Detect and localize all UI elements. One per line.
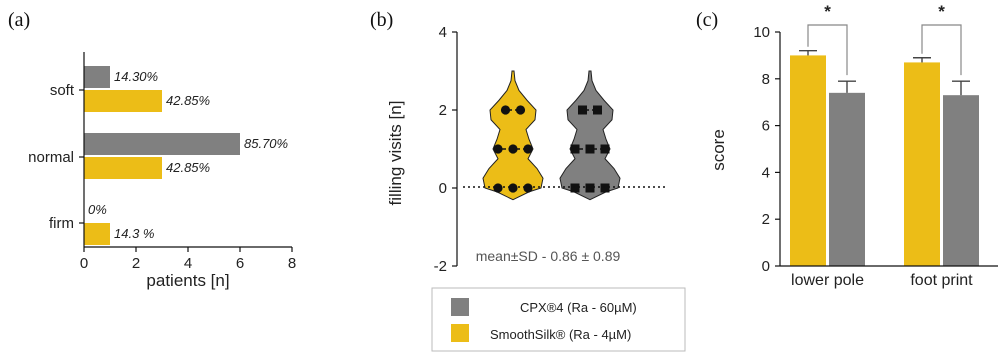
violin-smoothsilk	[482, 70, 544, 201]
point-cpx	[585, 183, 595, 193]
point-smoothsilk	[523, 183, 533, 193]
x-tick-label-6: 6	[236, 255, 244, 272]
point-cpx	[585, 144, 595, 154]
panel-c-y-title: score	[709, 129, 728, 171]
c-y-tick-label-0: 0	[762, 258, 770, 275]
x-tick-label-4: 4	[184, 255, 192, 272]
c-y-tick-label-4: 4	[762, 164, 770, 181]
c-y-tick-label-6: 6	[762, 118, 770, 135]
bar-label-firm-yellow: 14.3 %	[114, 226, 154, 241]
point-cpx	[570, 183, 580, 193]
bar-firm-yellow	[84, 223, 110, 245]
c-bar-foot-print-gray	[943, 95, 979, 267]
bar-label-firm-gray: 0%	[88, 202, 107, 217]
point-smoothsilk	[508, 144, 518, 154]
bar-soft-yellow	[84, 90, 162, 112]
point-smoothsilk	[493, 183, 503, 193]
panel-c: (c) 0 2 4 6 8 10 lower pole foot print * * scor…	[696, 2, 998, 289]
point-smoothsilk	[515, 105, 526, 115]
panel-b-annotation: mean±SD - 0.86 ± 0.89	[476, 248, 621, 264]
bar-label-soft-yellow: 42.85%	[166, 93, 210, 108]
bar-label-normal-yellow: 42.85%	[166, 160, 210, 175]
panel-b-label: (b)	[370, 9, 393, 31]
point-smoothsilk	[523, 144, 533, 154]
bar-normal-gray	[84, 133, 240, 155]
category-label-firm: firm	[49, 215, 74, 232]
point-smoothsilk	[508, 183, 518, 193]
significance-bracket	[807, 24, 848, 76]
point-smoothsilk	[493, 144, 503, 154]
bar-normal-yellow	[84, 157, 162, 179]
panel-a: (a) 14.30% 42.85% 85.70% 42.85% 0% 14.3 % 0 2 4…	[8, 9, 296, 290]
bar-label-normal-gray: 85.70%	[244, 136, 288, 151]
significance-star: *	[824, 2, 831, 21]
panel-c-label: (c)	[696, 9, 718, 31]
legend-swatch-cpx	[451, 298, 469, 316]
bar-soft-gray	[84, 66, 110, 88]
significance-bracket	[921, 24, 962, 76]
c-y-tick-label-8: 8	[762, 71, 770, 88]
point-cpx	[593, 105, 602, 115]
legend-label-smoothsilk: SmoothSilk® (Ra - 4µM)	[490, 327, 631, 342]
c-bar-foot-print-yellow	[904, 62, 940, 266]
legend: CPX®4 (Ra - 60µM) SmoothSilk® (Ra - 4µM)	[431, 287, 686, 352]
c-bar-lower-pole-yellow	[790, 55, 826, 267]
bar-label-soft-gray: 14.30%	[114, 69, 158, 84]
b-y-tick-label--2: -2	[434, 258, 447, 275]
panel-a-x-title: patients [n]	[146, 271, 229, 290]
panel-b-y-title: filling visits [n]	[386, 101, 405, 206]
x-tick-label-2: 2	[132, 255, 140, 272]
category-label-foot-print: foot print	[910, 272, 973, 289]
b-y-tick-label-0: 0	[439, 180, 447, 197]
point-smoothsilk	[500, 105, 511, 115]
point-cpx	[600, 183, 610, 193]
point-cpx	[578, 105, 587, 115]
legend-box	[431, 287, 686, 352]
point-cpx	[600, 144, 610, 154]
point-cpx	[570, 144, 580, 154]
c-y-tick-label-10: 10	[753, 24, 770, 41]
significance-star: *	[938, 2, 945, 21]
legend-swatch-smoothsilk	[451, 324, 469, 342]
legend-label-cpx: CPX®4 (Ra - 60µM)	[520, 300, 637, 315]
b-y-tick-label-2: 2	[439, 102, 447, 119]
panel-b: (b) -2 0 2 4 filling visits [n] mean±SD - 0…	[370, 9, 686, 352]
c-bar-lower-pole-gray	[829, 92, 865, 266]
violin-cpx	[559, 70, 621, 201]
x-tick-label-8: 8	[288, 255, 296, 272]
category-label-soft: soft	[50, 82, 75, 99]
b-y-tick-label-4: 4	[439, 24, 447, 41]
x-tick-label-0: 0	[80, 255, 88, 272]
panel-a-label: (a)	[8, 9, 30, 31]
c-y-tick-label-2: 2	[762, 211, 770, 228]
category-label-normal: normal	[28, 149, 74, 166]
category-label-lower-pole: lower pole	[791, 272, 864, 289]
